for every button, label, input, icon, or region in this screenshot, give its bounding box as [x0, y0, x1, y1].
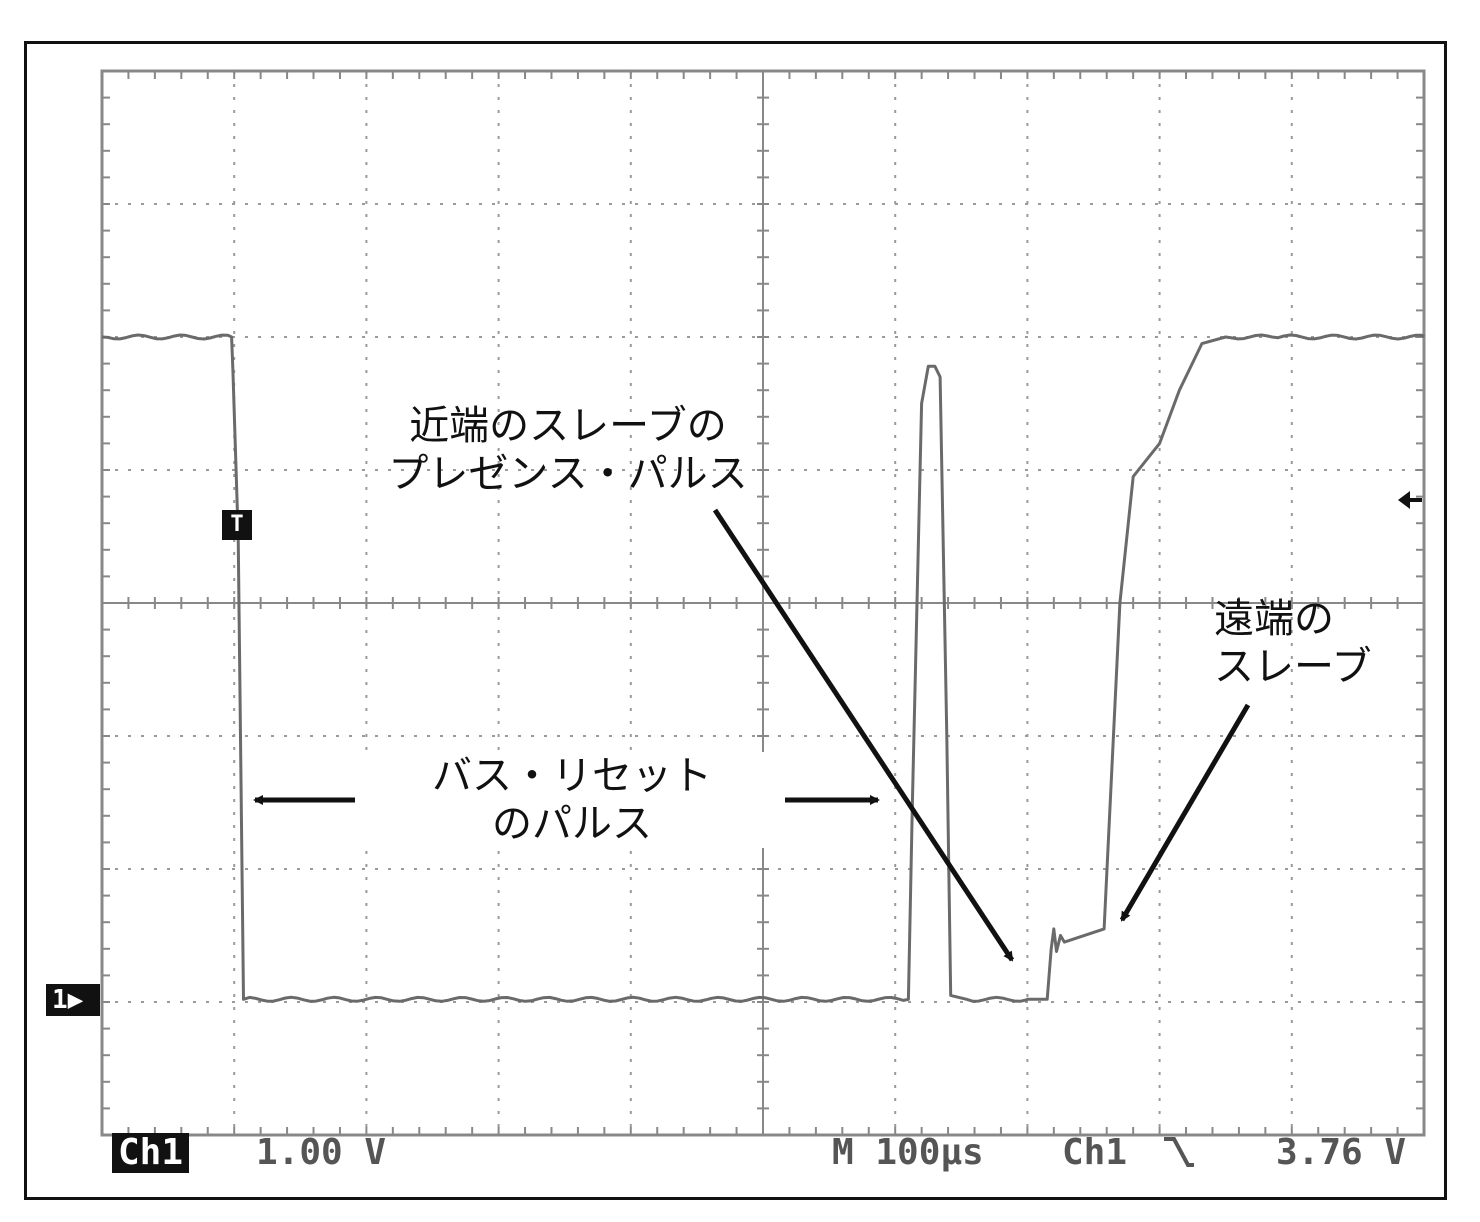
- far-slave-label-line1: 遠端の: [1214, 596, 1334, 642]
- channel-badge: Ch1: [112, 1133, 190, 1173]
- bus-reset-label-line2: のパルス: [492, 801, 652, 847]
- trigger-level-marker: [1398, 491, 1422, 509]
- channel-ground-marker: 1▶: [46, 984, 100, 1016]
- bus-reset-label: バス・リセット のパルス: [362, 752, 782, 848]
- channel-ground-label: 1: [52, 985, 68, 1015]
- far-slave-label: 遠端の スレーブ: [1214, 595, 1372, 691]
- bus-reset-label-line1: バス・リセット: [432, 753, 712, 799]
- far-slave-arrow: [1119, 703, 1251, 922]
- trigger-position-marker: T: [222, 510, 252, 540]
- trigger-level: 3.76 V: [1276, 1132, 1407, 1173]
- volts-per-div: 1.00 V: [256, 1132, 387, 1173]
- far-slave-label-line2: スレーブ: [1214, 644, 1372, 690]
- trigger-source: Ch1: [1062, 1132, 1128, 1173]
- near-slave-label-line1: 近端のスレーブの: [409, 403, 727, 449]
- near-slave-label-line2: プレゼンス・パルス: [388, 451, 748, 497]
- near-slave-label: 近端のスレーブの プレゼンス・パルス: [378, 402, 758, 498]
- ground-arrow-icon: ▶: [67, 985, 84, 1015]
- near-slave-arrow: [712, 508, 1015, 962]
- signal-trace: [101, 333, 1426, 1003]
- falling-edge-icon: [1164, 1137, 1194, 1167]
- graticule-grid: [100, 69, 1426, 1137]
- signal-trace-layer: [101, 333, 1426, 1003]
- timebase: M 100µs: [832, 1132, 984, 1173]
- scope-frame: [24, 41, 1447, 1200]
- annotation-arrows: [253, 508, 1251, 962]
